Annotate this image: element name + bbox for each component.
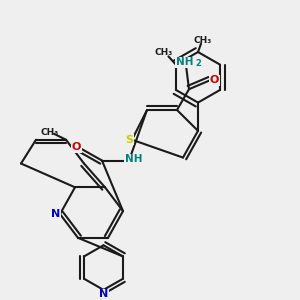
Text: CH₃: CH₃ xyxy=(155,48,173,57)
Text: NH: NH xyxy=(125,154,142,164)
Text: N: N xyxy=(51,209,60,219)
Text: 2: 2 xyxy=(196,59,202,68)
Text: CH₃: CH₃ xyxy=(40,128,58,137)
Text: O: O xyxy=(72,142,81,152)
Text: O: O xyxy=(210,75,219,85)
Text: NH: NH xyxy=(176,57,193,68)
Text: CH₃: CH₃ xyxy=(194,36,211,45)
Text: S: S xyxy=(125,135,133,145)
Text: N: N xyxy=(99,289,108,299)
